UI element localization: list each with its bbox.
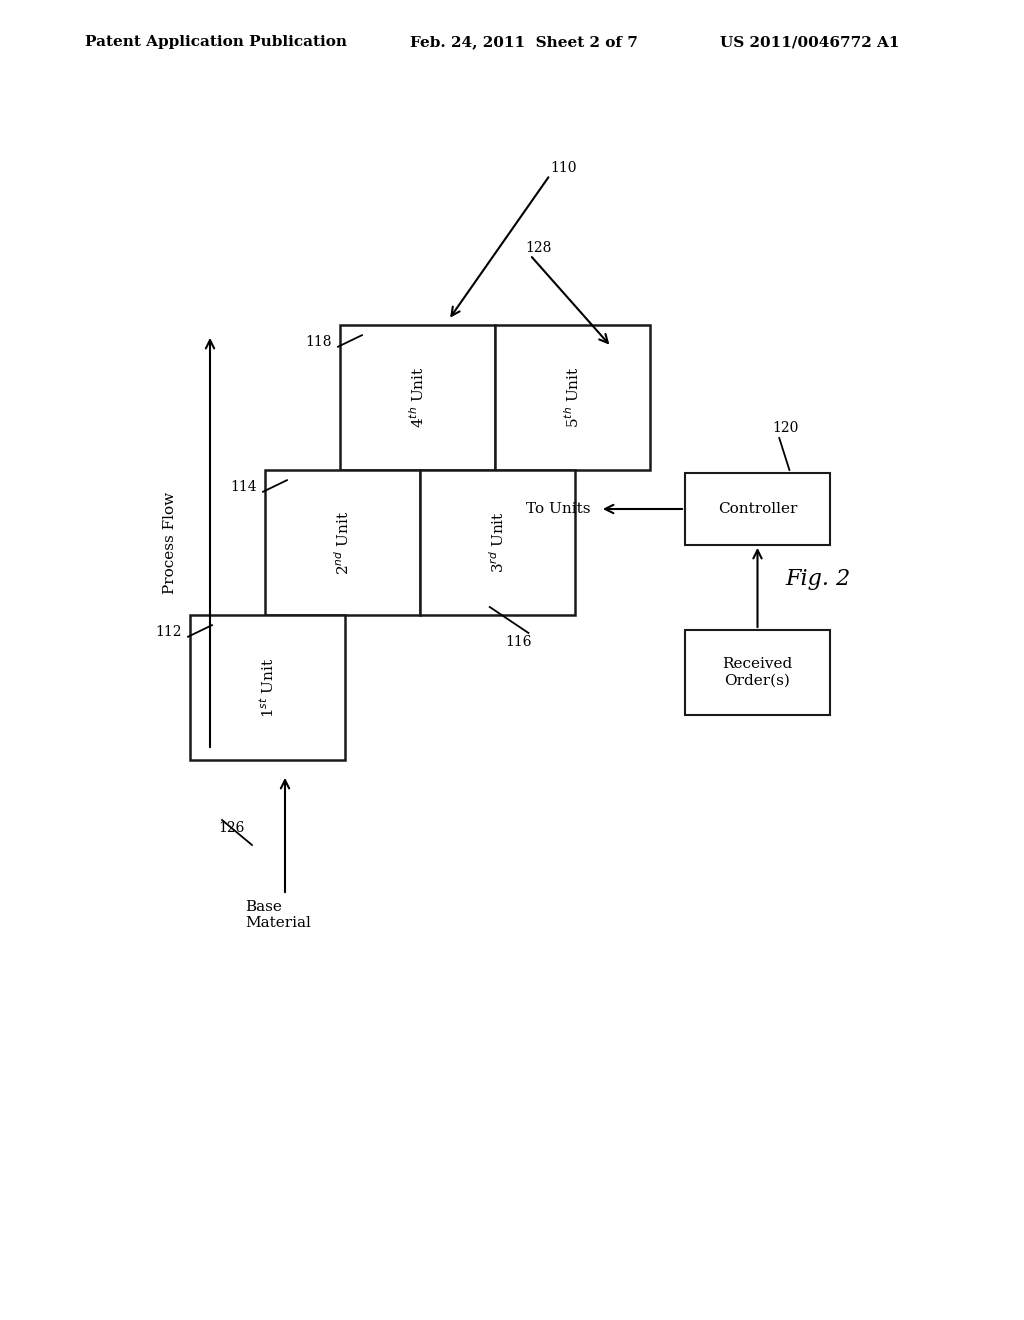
Text: 128: 128: [525, 242, 551, 255]
Text: 112: 112: [156, 626, 182, 639]
Text: 4$^{th}$ Unit: 4$^{th}$ Unit: [409, 367, 427, 428]
Text: 3$^{rd}$ Unit: 3$^{rd}$ Unit: [488, 512, 507, 573]
Text: Received
Order(s): Received Order(s): [722, 657, 793, 688]
Bar: [190, 615, 345, 760]
Bar: [685, 473, 830, 545]
Text: 5$^{th}$ Unit: 5$^{th}$ Unit: [563, 367, 582, 428]
Text: 118: 118: [305, 335, 332, 350]
Text: Process Flow: Process Flow: [163, 491, 177, 594]
Bar: [420, 470, 575, 615]
Text: 120: 120: [772, 421, 799, 436]
Bar: [495, 325, 650, 470]
Text: Feb. 24, 2011  Sheet 2 of 7: Feb. 24, 2011 Sheet 2 of 7: [410, 36, 638, 49]
Bar: [685, 630, 830, 715]
Bar: [265, 470, 420, 615]
Text: US 2011/0046772 A1: US 2011/0046772 A1: [720, 36, 899, 49]
Text: 1$^{st}$ Unit: 1$^{st}$ Unit: [258, 657, 276, 718]
Bar: [340, 325, 495, 470]
Text: 2$^{nd}$ Unit: 2$^{nd}$ Unit: [333, 511, 352, 574]
Text: Base
Material: Base Material: [245, 900, 311, 931]
Text: Patent Application Publication: Patent Application Publication: [85, 36, 347, 49]
Text: Fig. 2: Fig. 2: [785, 568, 850, 590]
Text: 114: 114: [230, 480, 257, 495]
Text: 110: 110: [550, 161, 577, 176]
Text: 116: 116: [505, 635, 531, 649]
Text: Controller: Controller: [718, 502, 798, 516]
Text: To Units: To Units: [525, 502, 590, 516]
Text: 126: 126: [218, 821, 245, 836]
